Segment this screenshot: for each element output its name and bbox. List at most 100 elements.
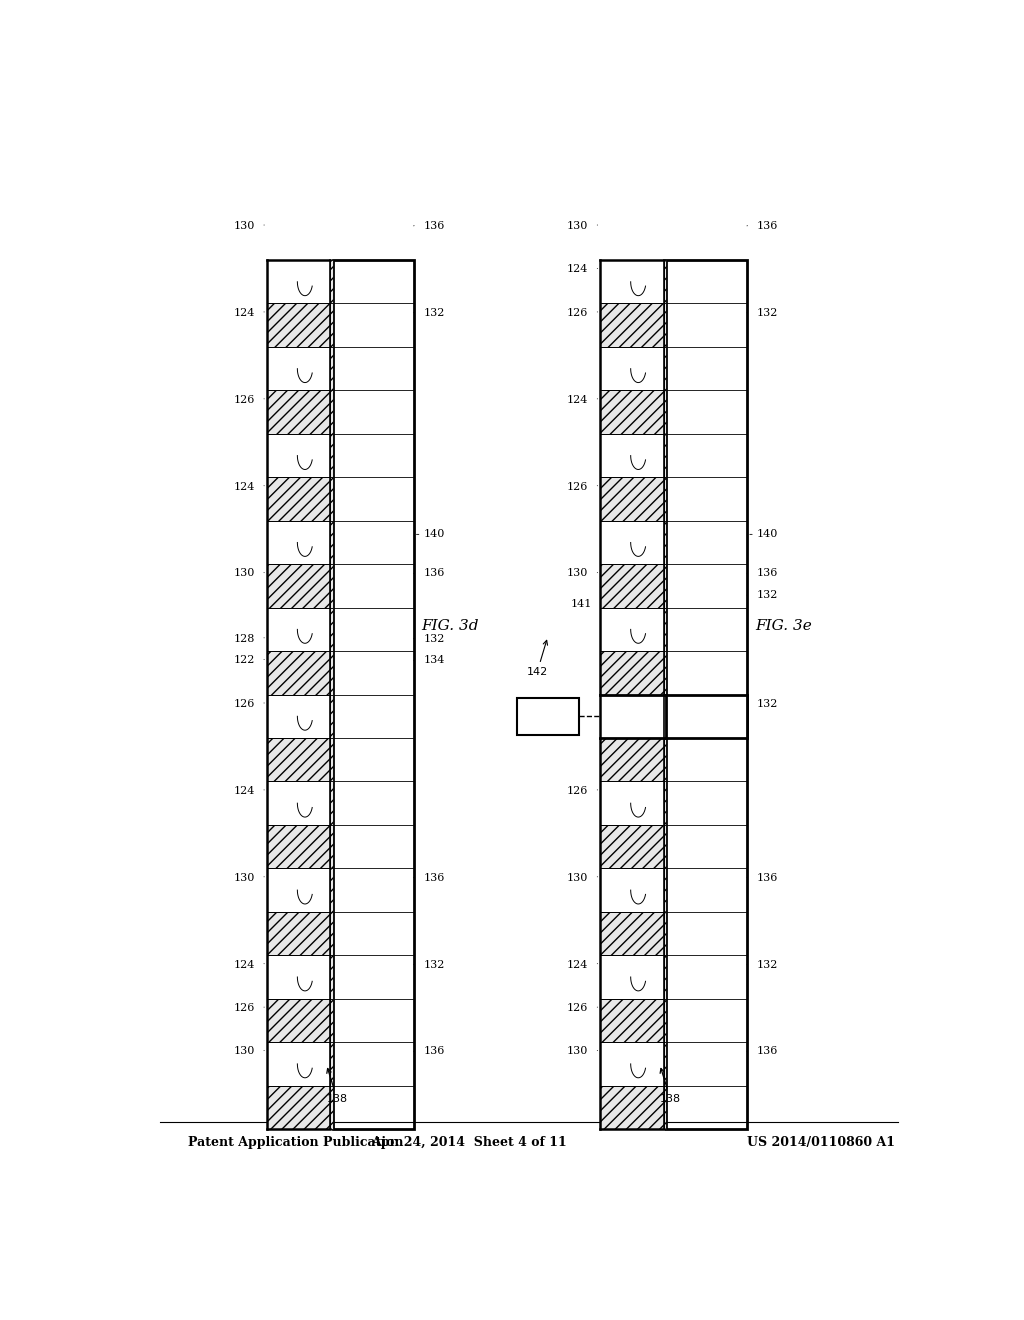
Bar — [600, 304, 664, 347]
Bar — [664, 607, 666, 651]
Text: FIG. 3e: FIG. 3e — [755, 619, 812, 634]
Bar — [664, 1043, 666, 1085]
Text: 126: 126 — [567, 482, 588, 491]
Text: 126: 126 — [233, 395, 255, 405]
Bar — [664, 434, 666, 478]
Bar — [331, 391, 333, 434]
Text: 126: 126 — [233, 698, 255, 709]
Bar — [664, 347, 666, 391]
Text: 140: 140 — [423, 529, 444, 540]
Bar — [331, 304, 333, 347]
Text: 124: 124 — [233, 960, 255, 969]
Text: Patent Application Publication: Patent Application Publication — [187, 1135, 403, 1148]
Bar — [267, 391, 331, 434]
Text: 132: 132 — [757, 308, 778, 318]
Bar — [331, 434, 333, 478]
Bar — [331, 347, 333, 391]
Bar — [333, 260, 414, 1129]
Bar — [664, 912, 666, 956]
Bar — [664, 651, 666, 694]
Bar — [664, 999, 666, 1043]
Text: 130: 130 — [233, 873, 255, 883]
Bar — [331, 956, 333, 999]
Text: 124: 124 — [233, 482, 255, 491]
Text: 132: 132 — [423, 308, 444, 318]
Bar — [664, 1085, 666, 1129]
Text: 136: 136 — [423, 1047, 444, 1056]
Bar — [331, 564, 333, 607]
Text: 132: 132 — [757, 590, 778, 601]
Text: 122: 122 — [233, 655, 255, 665]
Bar — [664, 478, 666, 521]
Bar — [331, 1085, 333, 1129]
Text: 124: 124 — [233, 785, 255, 796]
Text: 132: 132 — [757, 960, 778, 969]
Text: 130: 130 — [233, 220, 255, 231]
Bar — [267, 999, 331, 1043]
Text: 126: 126 — [567, 308, 588, 318]
Bar — [331, 912, 333, 956]
Text: 142: 142 — [526, 640, 548, 677]
Bar — [331, 478, 333, 521]
Bar — [267, 781, 331, 825]
Bar — [267, 869, 331, 912]
Bar — [664, 304, 666, 347]
Bar — [331, 521, 333, 564]
Bar — [600, 1085, 664, 1129]
Bar — [267, 564, 331, 607]
Bar — [267, 651, 331, 694]
Bar — [517, 698, 579, 735]
Bar — [331, 825, 333, 869]
Text: 132: 132 — [423, 634, 444, 644]
Bar — [600, 956, 664, 999]
Bar — [331, 869, 333, 912]
Bar — [664, 956, 666, 999]
Bar — [600, 738, 664, 781]
Text: 124: 124 — [233, 308, 255, 318]
Bar — [267, 738, 331, 781]
Bar — [600, 564, 664, 607]
Bar — [267, 478, 331, 521]
Bar — [600, 347, 664, 391]
Text: 136: 136 — [423, 873, 444, 883]
Text: FIG. 3d: FIG. 3d — [422, 619, 479, 634]
Bar — [600, 781, 664, 825]
Bar — [600, 1043, 664, 1085]
Text: 140: 140 — [757, 529, 778, 540]
Bar — [331, 781, 333, 825]
Text: 128: 128 — [233, 634, 255, 644]
Bar — [331, 260, 333, 304]
Bar — [600, 912, 664, 956]
Bar — [331, 694, 333, 738]
Bar — [267, 347, 331, 391]
Text: 124: 124 — [567, 264, 588, 275]
Text: 130: 130 — [233, 1047, 255, 1056]
Bar — [664, 260, 666, 304]
Bar — [267, 304, 331, 347]
Bar — [267, 434, 331, 478]
Text: 126: 126 — [567, 1003, 588, 1012]
Text: 132: 132 — [423, 960, 444, 969]
Bar — [331, 651, 333, 694]
Text: 134: 134 — [423, 655, 444, 665]
Bar — [331, 999, 333, 1043]
Text: 136: 136 — [423, 220, 444, 231]
Text: 130: 130 — [567, 220, 588, 231]
Text: 141: 141 — [571, 599, 592, 609]
Bar — [267, 260, 331, 304]
Bar — [600, 260, 664, 304]
Bar — [664, 781, 666, 825]
Bar — [664, 521, 666, 564]
Bar — [267, 1085, 331, 1129]
Text: 126: 126 — [233, 1003, 255, 1012]
Bar — [600, 651, 664, 694]
Bar — [600, 391, 664, 434]
Text: 130: 130 — [233, 569, 255, 578]
Text: 136: 136 — [757, 569, 778, 578]
Bar — [600, 521, 664, 564]
Text: 124: 124 — [567, 698, 588, 709]
Bar — [666, 260, 748, 1129]
Bar — [600, 478, 664, 521]
Text: 136: 136 — [757, 873, 778, 883]
Bar — [664, 391, 666, 434]
